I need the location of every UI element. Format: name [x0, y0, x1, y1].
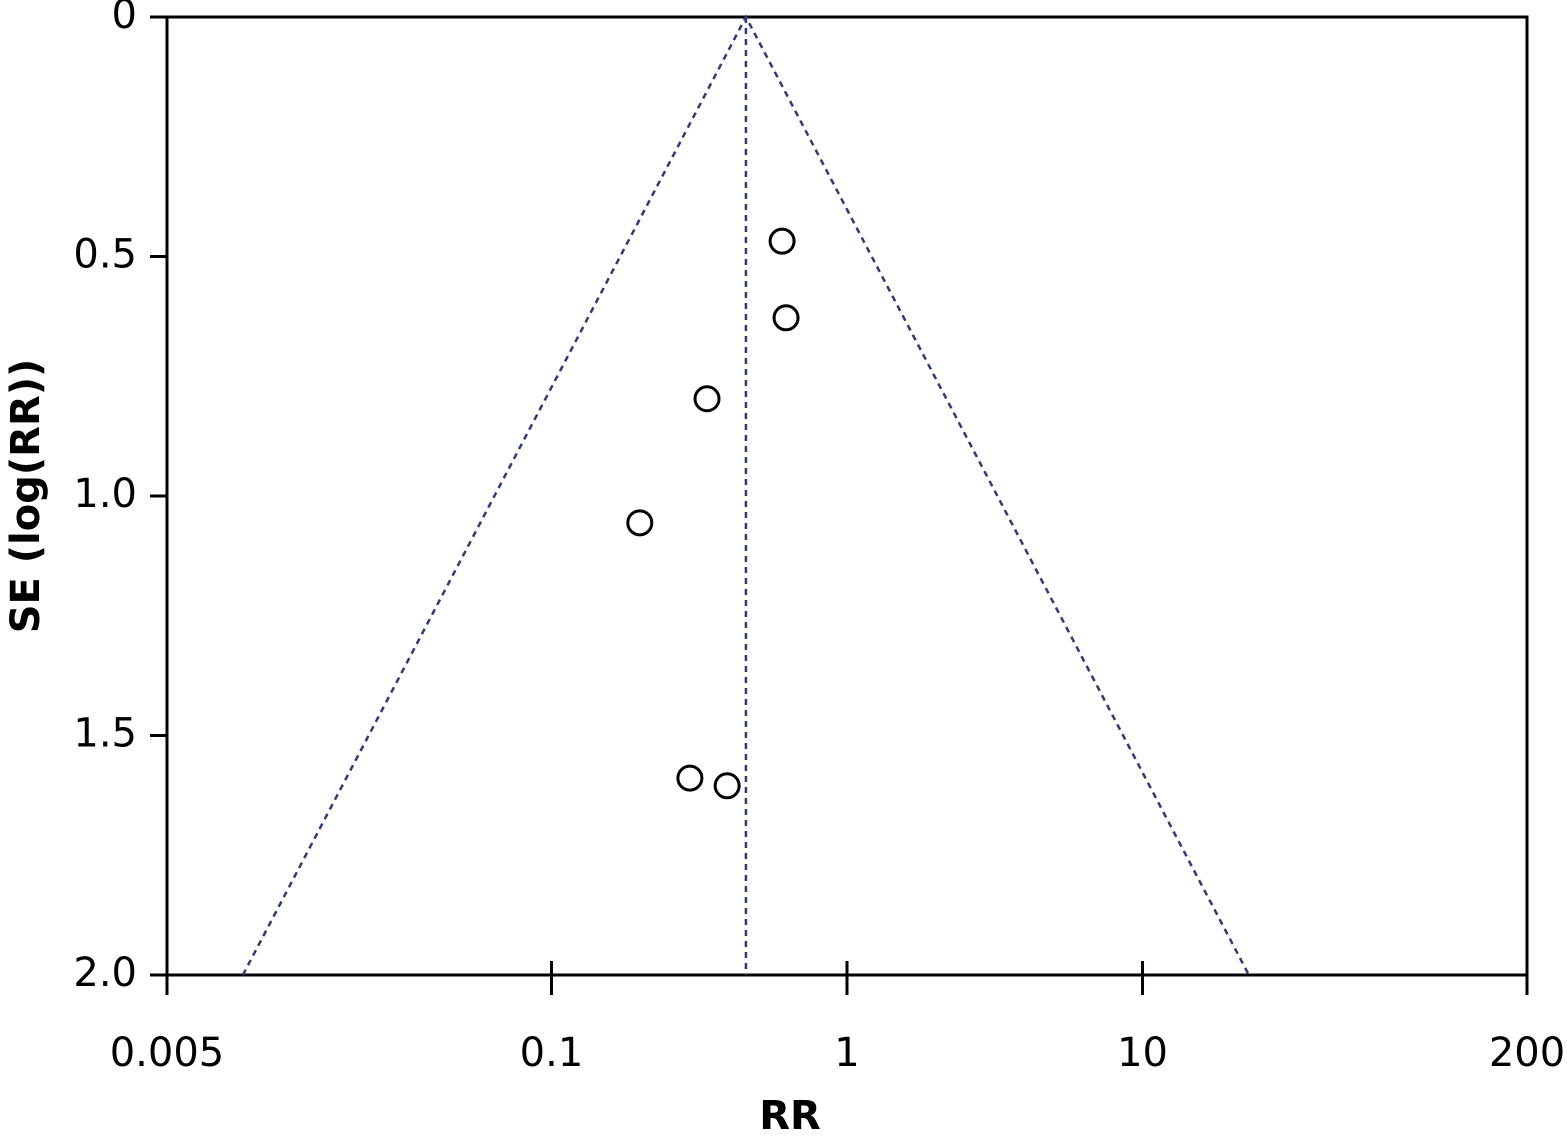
- study-point: [713, 772, 741, 800]
- study-point: [768, 227, 796, 255]
- y-tick-label: 0: [112, 0, 137, 38]
- x-tick-label: 0.005: [110, 1030, 225, 1076]
- study-point: [676, 764, 704, 792]
- y-axis-label: SE (log(RR)): [3, 359, 49, 634]
- study-point: [693, 385, 721, 413]
- x-tick-label: 200: [1489, 1030, 1565, 1076]
- x-tick-label: 0.1: [520, 1030, 584, 1076]
- y-tick-label: 1.5: [73, 711, 137, 757]
- y-tick-label: 0.5: [73, 232, 137, 278]
- x-tick-label: 1: [834, 1030, 859, 1076]
- x-axis-label: RR: [759, 1093, 821, 1138]
- y-tick-label: 1.0: [73, 471, 137, 517]
- study-point: [626, 509, 654, 537]
- study-point: [772, 304, 800, 332]
- y-tick-label: 2.0: [73, 950, 137, 996]
- plot-frame: [165, 15, 1529, 977]
- x-tick-label: 10: [1117, 1030, 1168, 1076]
